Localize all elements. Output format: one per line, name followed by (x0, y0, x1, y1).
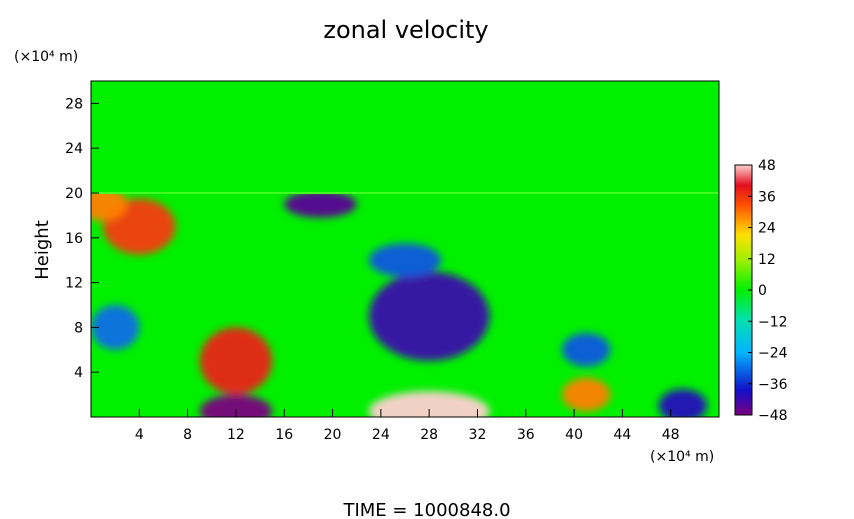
x-tick-label: 36 (517, 427, 535, 443)
x-tick-label: 28 (420, 427, 438, 443)
colorbar-ticks: 48 36 24 12 0 −12 −24 −36 −48 (748, 158, 788, 424)
y-unit-label: (×10⁴ m) (14, 49, 78, 65)
field-feature (199, 327, 273, 395)
colorbar-tick-label: −36 (758, 377, 788, 393)
chart-title: zonal velocity (323, 16, 488, 44)
y-tick-label: 8 (74, 320, 83, 336)
field-feature (91, 187, 128, 221)
field-feature (368, 391, 490, 417)
y-tick-label: 24 (65, 141, 83, 157)
y-tick-label: 16 (65, 231, 83, 247)
colorbar-tick-label: −48 (758, 408, 788, 424)
colorbar-tick-label: 12 (758, 252, 776, 268)
x-tick-label: 8 (183, 427, 192, 443)
y-axis-label: Height (32, 220, 53, 280)
x-tick-label: 32 (469, 427, 487, 443)
y-axis: 4 8 12 16 20 24 28 (65, 96, 99, 381)
colorbar-tick-label: 48 (758, 158, 776, 174)
field-feature (368, 271, 490, 362)
colorbar-tick-label: −12 (758, 314, 788, 330)
field-feature (562, 333, 611, 367)
x-unit-label: (×10⁴ m) (650, 449, 714, 465)
x-axis: 4 8 12 16 20 24 28 32 36 40 44 48 (135, 409, 680, 443)
colorbar-tick-label: 36 (758, 189, 776, 205)
x-tick-label: 48 (662, 427, 680, 443)
x-tick-label: 20 (324, 427, 342, 443)
y-tick-label: 12 (65, 276, 83, 292)
x-tick-label: 24 (372, 427, 390, 443)
field-feature (562, 377, 611, 412)
upper-layer-band (91, 81, 719, 193)
y-tick-label: 28 (65, 96, 83, 112)
y-tick-label: 20 (65, 186, 83, 202)
field-feature (658, 389, 707, 417)
field-feature (284, 190, 357, 218)
x-tick-label: 44 (613, 427, 631, 443)
x-tick-label: 16 (275, 427, 293, 443)
colorbar-tick-label: 0 (758, 283, 767, 299)
x-tick-label: 40 (565, 427, 583, 443)
plot-frame (90, 80, 720, 418)
field-feature (368, 243, 442, 277)
field-feature (91, 305, 140, 350)
time-label: TIME = 1000848.0 (342, 500, 510, 519)
colorbar-tick-label: 24 (758, 221, 776, 237)
colorbar-tick-label: −24 (758, 346, 788, 362)
heatmap-field (91, 81, 719, 417)
y-tick-label: 4 (74, 365, 83, 381)
x-tick-label: 12 (227, 427, 245, 443)
field-feature (199, 394, 273, 417)
x-tick-label: 4 (135, 427, 144, 443)
